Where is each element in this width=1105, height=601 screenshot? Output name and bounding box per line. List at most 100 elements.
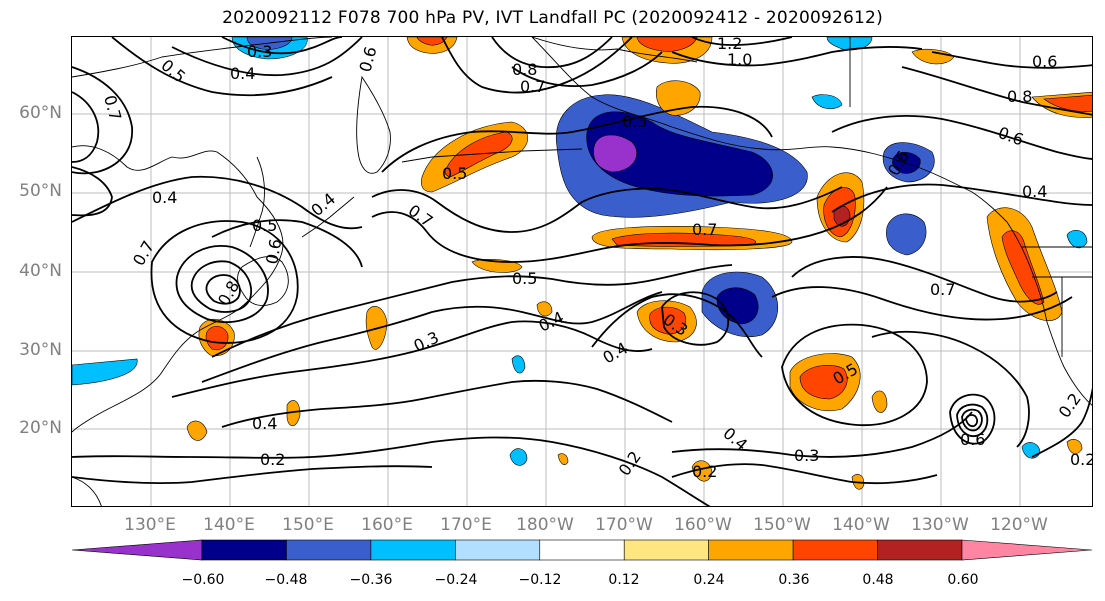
lat-label-30n: 30°N bbox=[19, 340, 62, 360]
contour-0p3-east bbox=[671, 411, 973, 458]
contour-label: 0.4 bbox=[252, 414, 277, 433]
contour-0p4-ne bbox=[831, 183, 1092, 213]
contour-label: 0.7 bbox=[129, 237, 158, 269]
contour-label: 0.6 bbox=[262, 237, 285, 265]
shade-subtropical-east-core bbox=[799, 364, 848, 400]
contour-label: 1.0 bbox=[727, 50, 752, 69]
coast-asia bbox=[72, 145, 284, 433]
contour-0p6-ne bbox=[831, 115, 1092, 160]
colorbar-tick-label: −0.36 bbox=[349, 572, 393, 588]
contour-0p6-west bbox=[72, 91, 100, 163]
contour-label: 0.8 bbox=[1007, 87, 1032, 106]
colorbar-bin bbox=[877, 539, 963, 561]
colorbar-tick-label: 0.12 bbox=[608, 572, 640, 588]
contour-label: 0.5 bbox=[442, 164, 467, 183]
contour-0p2-east bbox=[671, 463, 938, 485]
contour-label: 0.6 bbox=[356, 45, 381, 75]
contour-label: 0.2 bbox=[1070, 450, 1093, 469]
contour-label: 0.6 bbox=[996, 123, 1026, 150]
contour-label: 0.7 bbox=[405, 201, 437, 231]
shade-small-p7 bbox=[871, 390, 888, 413]
colorbar-tick-label: 0.48 bbox=[862, 572, 894, 588]
negative-anomaly-shading bbox=[72, 37, 1088, 466]
lat-label-60n: 60°N bbox=[19, 103, 62, 123]
contour-label: 0.2 bbox=[615, 448, 645, 480]
shade-ne-pacific bbox=[886, 213, 927, 256]
contour-label: 0.6 bbox=[1032, 52, 1057, 71]
contour-0p5-top bbox=[111, 37, 333, 97]
contour-0p5-aleutian bbox=[381, 105, 773, 173]
map-canvas: 0.3 0.5 0.4 0.7 0.6 0.8 1.2 1.0 0.7 0.6 … bbox=[72, 37, 1093, 506]
contour-0p7-ne bbox=[931, 51, 1092, 69]
lon-label-140e: 140°E bbox=[203, 515, 255, 535]
shade-small-2 bbox=[511, 355, 526, 374]
contour-1p2 bbox=[691, 37, 793, 46]
contour-0p3-top bbox=[221, 37, 343, 55]
coast-aleutians bbox=[401, 148, 583, 163]
coast-kuriles bbox=[301, 196, 355, 238]
coast-philippines bbox=[72, 476, 102, 506]
contour-0p8-north bbox=[511, 51, 663, 88]
contour-labels: 0.3 0.5 0.4 0.7 0.6 0.8 1.2 1.0 0.7 0.6 … bbox=[100, 37, 1093, 481]
shade-small-p9 bbox=[1066, 439, 1083, 455]
coast-asia-north bbox=[72, 37, 333, 78]
pv-contours bbox=[72, 37, 1092, 506]
contour-0p3-loop bbox=[661, 291, 730, 346]
colorbar-tick-label: 0.24 bbox=[693, 572, 725, 588]
shade-small-p5 bbox=[536, 301, 553, 317]
contour-0p2-south-2 bbox=[72, 465, 433, 485]
colorbar bbox=[71, 539, 1093, 561]
lat-label-40n: 40°N bbox=[19, 261, 62, 281]
contour-typhoon-2 bbox=[961, 408, 983, 432]
coast-kamchatka bbox=[356, 75, 391, 174]
contour-0p2-se bbox=[1031, 387, 1092, 458]
contour-0p6-loop bbox=[371, 186, 888, 263]
colorbar-tick-label: 0.60 bbox=[947, 572, 979, 588]
coast-alaska-north bbox=[531, 37, 698, 63]
contour-0p4-top bbox=[171, 37, 363, 77]
colorbar-bin bbox=[455, 539, 541, 561]
contour-label: 0.8 bbox=[214, 277, 243, 309]
contour-typhoon-4 bbox=[949, 393, 996, 445]
lon-label-170e: 170°E bbox=[440, 515, 492, 535]
contour-0p7-east bbox=[791, 256, 1058, 303]
colorbar-tick-label: 0.36 bbox=[778, 572, 810, 588]
contour-label: 0.7 bbox=[100, 93, 125, 123]
contour-japan-ring-3 bbox=[205, 274, 241, 305]
contour-label: 0.4 bbox=[152, 188, 177, 207]
coast-sakhalin bbox=[249, 156, 265, 248]
colorbar-tick-label: −0.48 bbox=[264, 572, 308, 588]
shade-small-6 bbox=[826, 37, 873, 51]
contour-label: 0.6 bbox=[960, 430, 985, 449]
contour-label: 0.5 bbox=[512, 269, 537, 288]
contour-label: 0.2 bbox=[1055, 390, 1085, 422]
contour-japan-ring-2 bbox=[190, 260, 252, 313]
lon-label-150e: 150°E bbox=[282, 515, 334, 535]
colorbar-bin bbox=[539, 539, 625, 561]
contour-label: 0.4 bbox=[1022, 182, 1047, 201]
contour-0p4-central bbox=[201, 291, 663, 383]
contour-0p5-north bbox=[441, 37, 633, 94]
contour-label: 0.2 bbox=[692, 462, 717, 481]
coast-north-america bbox=[1006, 221, 1092, 406]
contour-0p5-east-loop bbox=[781, 323, 928, 427]
shade-small-3 bbox=[1021, 442, 1041, 459]
shade-japan-south-core bbox=[205, 326, 229, 351]
lat-label-50n: 50°N bbox=[19, 181, 62, 201]
contour-label: 0.8 bbox=[512, 60, 537, 79]
shade-small-p6 bbox=[691, 460, 713, 482]
contour-0p7-mid bbox=[371, 186, 843, 233]
contour-0p5-mid bbox=[211, 219, 363, 268]
contour-label: 0.3 bbox=[794, 446, 819, 465]
shade-aleutian-core bbox=[586, 111, 773, 197]
contour-0p8-ne bbox=[901, 66, 1092, 116]
contour-label: 1.2 bbox=[717, 37, 742, 53]
colorbar-tick-label: −0.60 bbox=[181, 572, 225, 588]
shade-top-right-2 bbox=[911, 48, 955, 65]
contour-0p4-japan-sea bbox=[72, 175, 363, 230]
contour-label: 0.4 bbox=[230, 64, 255, 83]
contour-label: 0.7 bbox=[930, 280, 955, 299]
colorbar-extend-low bbox=[71, 539, 203, 561]
colorbar-bin bbox=[370, 539, 456, 561]
shade-small-p2 bbox=[286, 400, 301, 427]
